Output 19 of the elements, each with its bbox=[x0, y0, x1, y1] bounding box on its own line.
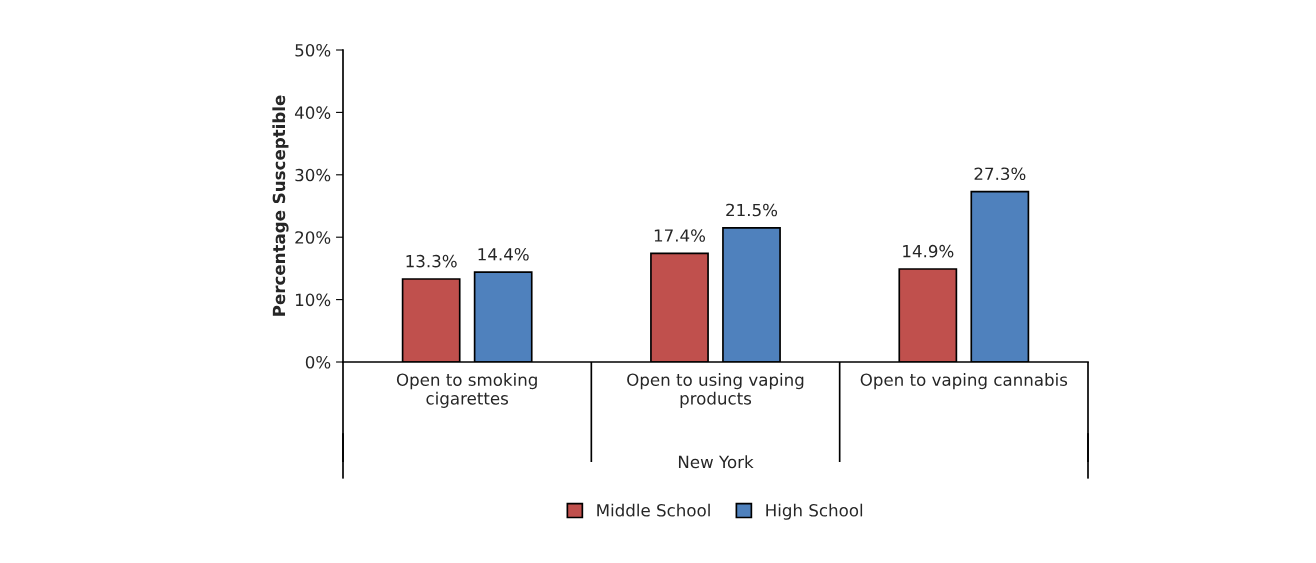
y-tick-label: 30% bbox=[295, 168, 331, 182]
data-label: 14.9% bbox=[903, 244, 954, 258]
data-label: 27.3% bbox=[974, 167, 1026, 181]
legend-label: High School bbox=[766, 503, 863, 520]
y-tick-label: 0% bbox=[305, 355, 331, 369]
y-tick-label: 50% bbox=[295, 43, 331, 57]
data-label: 21.5% bbox=[726, 203, 778, 217]
data-label: 17.4% bbox=[654, 229, 706, 242]
y-axis-title: Percentage Susceptible bbox=[272, 95, 289, 316]
x-tick-label: Open to smoking cigarettes bbox=[396, 373, 537, 408]
y-tick-label: 10% bbox=[295, 293, 331, 307]
y-tick-label: 20% bbox=[295, 231, 331, 244]
x-tick-label: Open to using vaping products bbox=[627, 373, 804, 408]
legend-label: Middle School bbox=[597, 503, 710, 517]
data-label: 14.4% bbox=[478, 247, 529, 261]
x-tick-label: Open to vaping cannabis bbox=[860, 373, 1068, 390]
text: New York bbox=[678, 455, 754, 469]
y-tick-label: 40% bbox=[294, 106, 331, 119]
data-label: 13.3% bbox=[406, 254, 457, 268]
